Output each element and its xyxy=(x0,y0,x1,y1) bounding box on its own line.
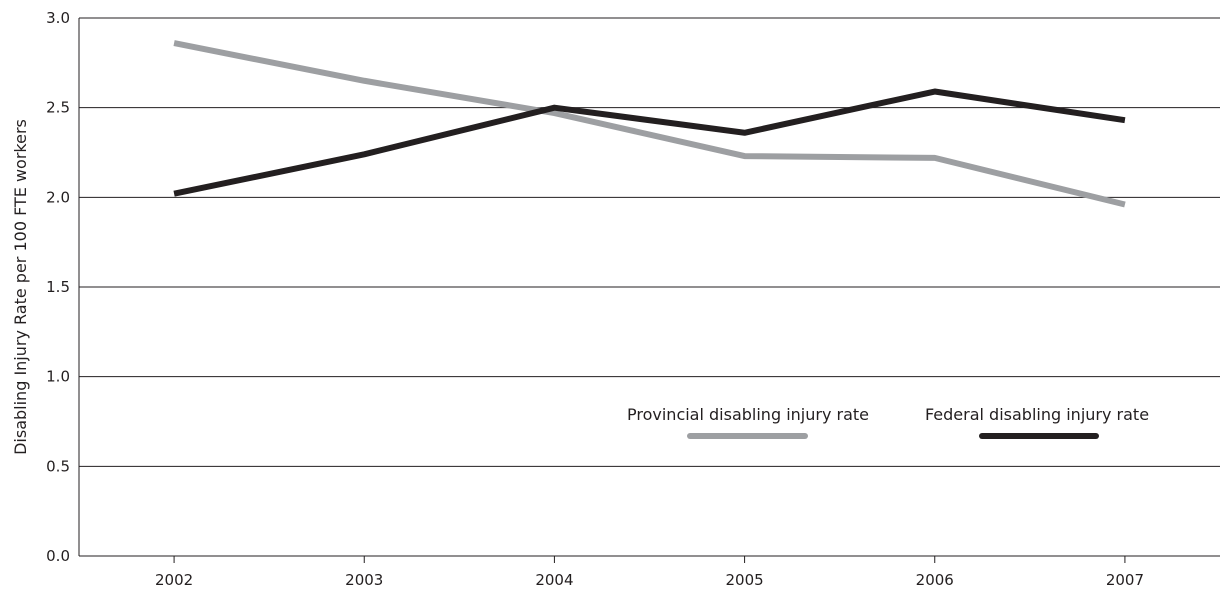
legend: Provincial disabling injury rate Federal … xyxy=(627,405,1149,439)
y-tick-label-1.5: 1.5 xyxy=(46,278,70,296)
axes xyxy=(78,18,1220,563)
y-tick-label-1.0: 1.0 xyxy=(46,368,70,386)
y-tick-label-0.5: 0.5 xyxy=(46,457,70,475)
y-tick-label-2.5: 2.5 xyxy=(46,99,70,117)
series-line-federal xyxy=(173,88,1126,197)
x-tick-label-2004: 2004 xyxy=(535,571,573,589)
legend-label-federal: Federal disabling injury rate xyxy=(925,405,1149,424)
x-tick-label-2007: 2007 xyxy=(1106,571,1144,589)
y-axis-label: Disabling Injury Rate per 100 FTE worker… xyxy=(11,119,30,455)
y-tick-label-3.0: 3.0 xyxy=(46,9,70,27)
x-tick-label-2003: 2003 xyxy=(345,571,383,589)
x-tick-label-2002: 2002 xyxy=(155,571,193,589)
legend-label-provincial: Provincial disabling injury rate xyxy=(627,405,869,424)
series-line-provincial xyxy=(173,40,1126,208)
series-lines xyxy=(173,40,1126,208)
x-tick-label-2005: 2005 xyxy=(725,571,763,589)
y-tick-labels: 0.0 0.5 1.0 1.5 2.0 2.5 3.0 xyxy=(46,9,70,565)
y-tick-label-0.0: 0.0 xyxy=(46,547,70,565)
gridlines xyxy=(79,17,1220,467)
x-tick-labels: 2002 2003 2004 2005 2006 2007 xyxy=(155,571,1144,589)
y-tick-label-2.0: 2.0 xyxy=(46,188,70,206)
x-tick-label-2006: 2006 xyxy=(916,571,954,589)
